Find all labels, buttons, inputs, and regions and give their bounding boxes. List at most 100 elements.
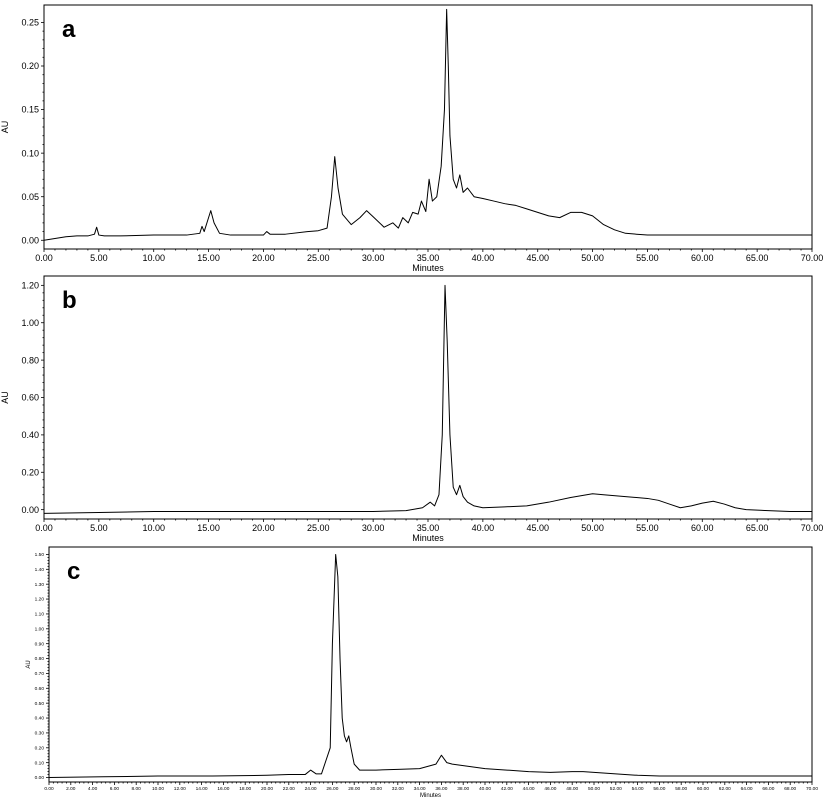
x-tick-label: 60.00 — [697, 786, 709, 792]
x-tick-label: 12.00 — [174, 786, 186, 792]
x-tick-label: 0.00 — [35, 523, 53, 533]
y-tick-label: 0.60 — [21, 393, 39, 403]
x-tick-label: 5.00 — [90, 253, 108, 263]
x-tick-label: 60.00 — [691, 523, 714, 533]
x-tick-label: 70.00 — [806, 786, 818, 792]
x-tick-label: 24.00 — [305, 786, 317, 792]
panel-label-c: c — [67, 558, 80, 585]
x-tick-label: 25.00 — [307, 253, 330, 263]
chart-panel-a: 0.00 5.00 10.00 15.00 20.00 25.00 30.00 35.00 40… — [0, 4, 824, 273]
x-tick-label: 30.00 — [362, 253, 385, 263]
x-tick-label: 4.00 — [88, 786, 98, 792]
chromatogram-trace-b — [43, 284, 812, 514]
x-tick-label: 35.00 — [417, 253, 440, 263]
y-tick-label: 1.50 — [35, 552, 45, 558]
x-tick-label: 44.00 — [523, 786, 535, 792]
y-tick-label: 0.15 — [21, 105, 39, 115]
x-tick-label: 50.00 — [588, 786, 600, 792]
x-tick-label: 45.00 — [526, 253, 549, 263]
x-tick-label: 40.00 — [472, 523, 495, 533]
x-tick-label: 54.00 — [632, 786, 644, 792]
x-tick-label: 18.00 — [239, 786, 251, 792]
x-tick-label: 36.00 — [435, 786, 447, 792]
x-tick-label: 30.00 — [370, 786, 382, 792]
plot-frame — [43, 275, 813, 520]
x-tick-label: 5.00 — [90, 523, 108, 533]
x-tick-label: 65.00 — [746, 523, 769, 533]
x-tick-label: 30.00 — [362, 523, 385, 533]
x-axis-label: Minutes — [420, 793, 441, 799]
y-tick-label: 0.00 — [21, 505, 39, 515]
x-tick-label: 2.00 — [66, 786, 76, 792]
x-tick-label: 20.00 — [261, 786, 273, 792]
x-tick-label: 6.00 — [110, 786, 120, 792]
x-tick-label: 10.00 — [142, 523, 165, 533]
x-tick-label: 20.00 — [252, 523, 275, 533]
chromatogram-trace-c — [48, 553, 812, 779]
y-tick-label: 1.40 — [35, 567, 45, 573]
x-tick-label: 48.00 — [566, 786, 578, 792]
x-tick-label: 14.00 — [196, 786, 208, 792]
x-tick-label: 52.00 — [610, 786, 622, 792]
x-tick-label: 68.00 — [784, 786, 796, 792]
chart-panel-c: 0.00 2.00 4.00 6.00 8.00 10.00 12.00 14.00 16.00… — [26, 546, 818, 799]
x-tick-label: 15.00 — [197, 523, 220, 533]
x-tick-label: 10.00 — [142, 253, 165, 263]
chart-panel-b: 0.00 5.00 10.00 15.00 20.00 25.00 30.00 35.00 40… — [0, 275, 824, 543]
y-tick-label: 1.30 — [35, 582, 45, 588]
y-tick-label: 0.80 — [35, 656, 45, 662]
y-tick-label: 0.40 — [35, 716, 45, 722]
y-tick-label: 1.00 — [35, 626, 45, 632]
x-tick-label: 50.00 — [581, 523, 604, 533]
panel-label-b: b — [62, 287, 77, 314]
x-tick-label: 65.00 — [746, 253, 769, 263]
y-tick-label: 0.20 — [35, 745, 45, 751]
y-tick-label: 0.10 — [21, 148, 39, 158]
x-tick-label: 70.00 — [801, 523, 824, 533]
x-tick-label: 35.00 — [417, 523, 440, 533]
x-axis-label: Minutes — [412, 533, 444, 543]
x-tick-label: 32.00 — [392, 786, 404, 792]
x-tick-label: 50.00 — [581, 253, 604, 263]
y-tick-label: 0.30 — [35, 731, 45, 737]
x-tick-label: 0.00 — [35, 253, 53, 263]
x-tick-label: 20.00 — [252, 253, 275, 263]
y-tick-label: 0.20 — [21, 467, 39, 477]
y-tick-label: 0.00 — [21, 235, 39, 245]
x-tick-label: 28.00 — [348, 786, 360, 792]
y-tick-label: 0.05 — [21, 192, 39, 202]
x-tick-label: 38.00 — [457, 786, 469, 792]
x-tick-label: 55.00 — [636, 253, 659, 263]
x-tick-label: 26.00 — [326, 786, 338, 792]
y-tick-label: 0.40 — [21, 430, 39, 440]
panel-label-a: a — [62, 16, 76, 43]
x-tick-label: 70.00 — [801, 253, 824, 263]
x-tick-label: 22.00 — [283, 786, 295, 792]
y-axis-label: AU — [0, 121, 10, 134]
x-tick-label: 60.00 — [691, 253, 714, 263]
y-tick-label: 1.20 — [35, 597, 45, 603]
x-tick-label: 10.00 — [152, 786, 164, 792]
x-tick-label: 56.00 — [653, 786, 665, 792]
x-tick-label: 0.00 — [44, 786, 54, 792]
plot-frame — [43, 4, 813, 250]
x-axis-label: Minutes — [412, 263, 444, 273]
chromatogram-trace-a — [43, 8, 812, 241]
y-axis-label: AU — [0, 391, 10, 404]
x-tick-label: 34.00 — [414, 786, 426, 792]
x-tick-label: 46.00 — [544, 786, 556, 792]
x-tick-label: 16.00 — [217, 786, 229, 792]
y-axis-label: AU — [26, 660, 32, 668]
y-tick-label: 0.90 — [35, 641, 45, 647]
y-tick-label: 0.20 — [21, 61, 39, 71]
x-tick-label: 45.00 — [526, 523, 549, 533]
y-tick-label: 0.50 — [35, 701, 45, 707]
y-tick-label: 1.10 — [35, 612, 45, 618]
y-tick-label: 1.20 — [21, 280, 39, 290]
y-tick-label: 0.70 — [35, 671, 45, 677]
x-tick-label: 8.00 — [132, 786, 142, 792]
x-tick-label: 64.00 — [741, 786, 753, 792]
plot-frame — [48, 546, 813, 783]
